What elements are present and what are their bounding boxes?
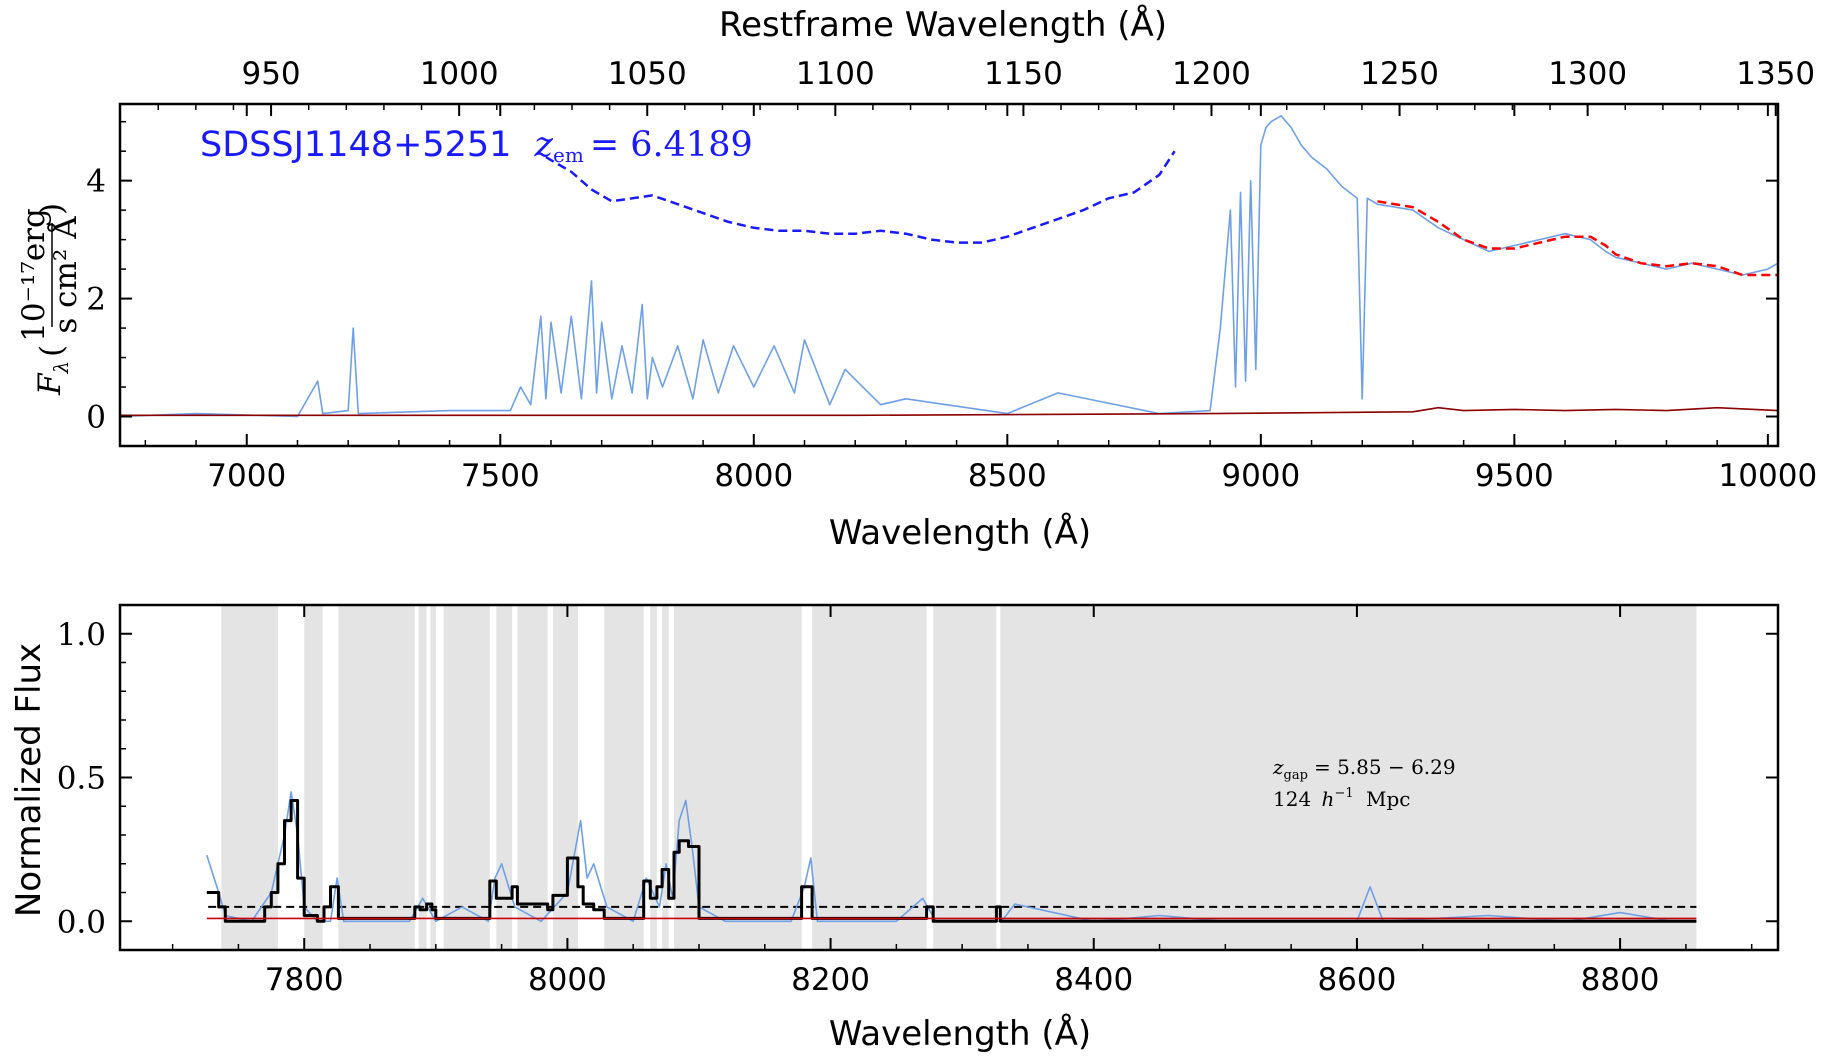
top-xtick-label: 8000: [714, 458, 793, 494]
top-axes-frame: [118, 102, 1780, 448]
gap-redshift-text: zgap = 5.85 − 6.29: [1272, 755, 1456, 783]
restframe-tick-label: 1050: [608, 56, 687, 92]
restframe-tick-label: 1100: [796, 56, 875, 92]
top-restframe-ticks: 950 1000 1050 1100 1150 1200 1250 1300 1350: [157, 56, 1815, 116]
gap-region: [812, 606, 927, 949]
bottom-plot-area: [206, 791, 1697, 923]
gap-region: [430, 606, 436, 949]
top-xtick-label: 9500: [1475, 458, 1554, 494]
top-ylabel-paren-right: ): [34, 203, 70, 215]
top-panel: 7000 7500 8000 8500 9000 9500 10000 950 1000 105…: [16, 4, 1817, 553]
top-series-flux: [119, 115, 1779, 418]
gap-region: [443, 606, 490, 949]
top-y-ticks: 0 2 4: [86, 120, 1778, 436]
bottom-xlabel: Wavelength (Å): [829, 1013, 1091, 1054]
restframe-tick-label: 1200: [1172, 56, 1251, 92]
gap-region: [496, 606, 513, 949]
object-label: SDSSJ1148+5251 zem = 6.4189: [200, 125, 753, 167]
bottom-ylabel: Normalized Flux: [9, 643, 49, 917]
gap-shaded-regions: [221, 606, 1697, 949]
top-restframe-xlabel: Restframe Wavelength (Å): [719, 4, 1167, 45]
top-xtick-label: 10000: [1719, 458, 1818, 494]
restframe-tick-label: 1000: [420, 56, 499, 92]
gap-region: [662, 606, 669, 949]
gap-length-text: 124 h−1 Mpc: [1273, 778, 1410, 811]
bottom-series-binned-flux: [206, 799, 1697, 923]
restframe-tick-label: 1350: [1736, 56, 1815, 92]
gap-region: [338, 606, 415, 949]
gap-region: [673, 606, 699, 949]
bottom-xtick-label: 8000: [528, 962, 607, 998]
restframe-tick-label: 1300: [1548, 56, 1627, 92]
top-x-ticks: 7000 7500 8000 8500 9000 9500 10000: [144, 104, 1818, 494]
top-series-extrapolated-continuum: [545, 150, 1176, 244]
z-value: = 6.4189: [590, 125, 753, 165]
gap-region: [517, 606, 548, 949]
top-plot-area: [119, 115, 1779, 418]
object-name: SDSSJ1148+5251: [200, 125, 511, 165]
top-series-continuum-fit: [1377, 200, 1778, 277]
restframe-tick-label: 950: [241, 56, 300, 92]
top-xlabel: Wavelength (Å): [829, 512, 1091, 553]
bottom-ytick-label: 1.0: [57, 617, 106, 653]
z-symbol: z: [534, 125, 554, 165]
top-ylabel-sub: λ: [49, 361, 73, 375]
top-xtick-label: 9000: [1221, 458, 1300, 494]
bottom-xtick-label: 8600: [1317, 962, 1396, 998]
gap-region: [221, 606, 278, 949]
top-ytick-label: 0: [86, 400, 106, 436]
bottom-xtick-label: 8800: [1581, 962, 1660, 998]
gap-region: [304, 606, 323, 949]
bottom-panel: 7800 8000 8200 8400 8600 8800 0.0 0.5 1.0 Wavel…: [9, 603, 1780, 1054]
restframe-tick-label: 1150: [984, 56, 1063, 92]
bottom-xtick-label: 7800: [265, 962, 344, 998]
top-xtick-label: 8500: [968, 458, 1047, 494]
top-ylabel-numerator: 10⁻¹⁷erg: [16, 208, 52, 342]
z-subscript: em: [553, 143, 584, 167]
bottom-xtick-label: 8200: [791, 962, 870, 998]
bottom-x-ticks: 7800 8000 8200 8400 8600 8800: [171, 605, 1753, 998]
top-xtick-label: 7000: [207, 458, 286, 494]
gap-region: [604, 606, 644, 949]
gap-region: [650, 606, 657, 949]
bottom-ytick-label: 0.5: [57, 761, 106, 797]
gap-region: [698, 606, 802, 949]
gap-region: [1000, 606, 1697, 949]
top-ylabel-symbol: Fλ: [32, 361, 73, 396]
gap-region: [418, 606, 427, 949]
top-ylabel-paren-left: (: [34, 345, 70, 357]
top-series-error: [120, 406, 1779, 417]
top-ylabel: Fλ ( 10⁻¹⁷erg s cm² Å ): [16, 203, 84, 396]
bottom-y-ticks: 0.0 0.5 1.0: [57, 617, 1778, 940]
restframe-tick-label: 1250: [1360, 56, 1439, 92]
top-ytick-label: 4: [86, 164, 106, 200]
bottom-xtick-label: 8400: [1054, 962, 1133, 998]
top-ytick-label: 2: [86, 282, 106, 318]
gap-region: [933, 606, 997, 949]
gap-annotation: zgap = 5.85 − 6.29 124 h−1 Mpc: [1272, 755, 1456, 811]
top-xtick-label: 7500: [461, 458, 540, 494]
top-ylabel-denominator: s cm² Å: [46, 216, 84, 334]
gap-region: [552, 606, 578, 949]
bottom-ytick-label: 0.0: [57, 904, 106, 940]
